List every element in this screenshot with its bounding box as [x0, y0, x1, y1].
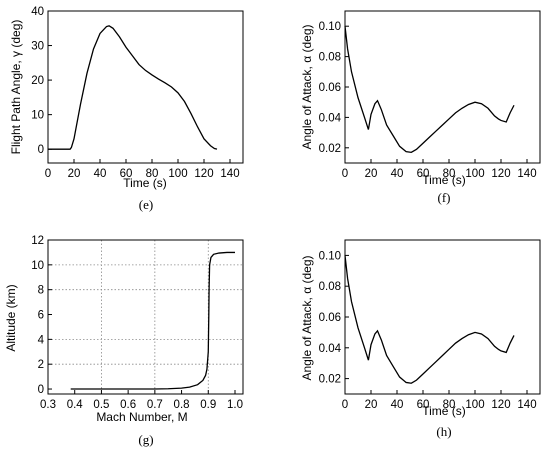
panel-g-y-axis-label: Altitude (km): [4, 284, 18, 351]
panel-h-y-tick-label: 0.02: [319, 374, 341, 386]
panel-g-frame: [47, 239, 244, 395]
panel-f-y-tick-label: 0.02: [319, 143, 341, 155]
panel-f-x-tick-label: 100: [465, 168, 484, 180]
panel-h-caption: (h): [436, 424, 451, 439]
panel-h-frame: [344, 239, 541, 395]
panel-f-y-tick-label: 0.06: [319, 82, 341, 94]
panel-g-y-tick-label: 0: [38, 384, 44, 396]
panel-e-frame: [47, 10, 244, 164]
panel-e-x-tick-label: 100: [168, 168, 187, 180]
panel-e-ticks: 0 20 40 60 80 100 120 140 0 10 20 30 40: [31, 6, 239, 180]
panel-g-x-tick-label: 0.3: [40, 399, 56, 411]
panel-g-x-tick-label: 0.9: [200, 399, 216, 411]
panel-g-x-tick-label: 1.0: [227, 399, 243, 411]
panel-h-y-tick-label: 0.06: [319, 312, 341, 324]
panel-g-y-tick-label: 6: [38, 310, 44, 322]
panel-g-x-tick-label: 0.4: [67, 399, 84, 411]
panel-g-y-tick-label: 12: [31, 235, 44, 247]
panel-h-x-tick-label: 100: [465, 399, 484, 411]
panel-e-caption: (e): [139, 197, 153, 212]
panel-f-frame: [344, 10, 541, 164]
panel-e-y-tick-label: 0: [38, 144, 44, 156]
panel-h-x-tick-label: 20: [365, 399, 378, 411]
panel-g-y-tick-label: 2: [38, 359, 44, 371]
panel-f: 0 20 40 60 80 100 120 140 0.02 0.04 0.06 0.08 0.10 T…: [300, 10, 541, 205]
panel-e-y-tick-label: 20: [31, 75, 44, 87]
panel-g: 0.3 0.4 0.5 0.6 0.7 0.8 0.9 1.0 0 2 4 6 8 10 12 Mach N…: [4, 235, 244, 447]
panel-g-series-line: [70, 251, 235, 390]
panel-h-y-tick-label: 0.04: [319, 343, 342, 355]
panel-e-y-tick-label: 10: [31, 110, 44, 122]
panel-h-x-tick-label: 120: [491, 399, 510, 411]
panel-e-y-axis-label: Flight Path Angle, γ (deg): [9, 20, 23, 155]
panel-h-x-tick-label: 60: [417, 399, 430, 411]
panel-h-x-tick-label: 140: [517, 399, 536, 411]
panel-h: 0 20 40 60 80 100 120 140 0.02 0.04 0.06 0.08 0.10 T…: [300, 239, 541, 439]
panel-g-y-tick-label: 10: [31, 260, 44, 272]
panel-g-caption: (g): [138, 432, 153, 447]
panel-h-y-axis-label: Angle of Attack, α (deg): [300, 255, 314, 380]
panel-h-x-tick-label: 0: [342, 399, 348, 411]
panel-g-gridlines: [48, 240, 243, 394]
panel-g-y-tick-label: 8: [38, 285, 44, 297]
panel-f-x-tick-label: 80: [443, 168, 456, 180]
panel-e-x-tick-label: 140: [220, 168, 239, 180]
panel-f-y-tick-label: 0.08: [319, 52, 341, 64]
panel-h-x-axis-label: Time (s): [422, 404, 466, 418]
panel-e-x-tick-label: 20: [68, 168, 81, 180]
panel-g-x-tick-label: 0.7: [147, 399, 163, 411]
panel-f-y-tick-label: 0.04: [319, 112, 342, 124]
panel-h-series-line: [344, 255, 515, 384]
panel-h-x-tick-label: 40: [391, 399, 404, 411]
panel-h-ticks: 0 20 40 60 80 100 120 140 0.02 0.04 0.06 0.08 0.10: [319, 250, 537, 411]
panel-g-y-tick-label: 4: [38, 334, 45, 346]
panel-f-x-tick-label: 120: [491, 168, 510, 180]
panel-e-x-tick-label: 0: [45, 168, 51, 180]
panel-f-x-tick-label: 0: [342, 168, 348, 180]
panel-e-x-tick-label: 40: [94, 168, 107, 180]
panel-f-x-tick-label: 60: [417, 168, 430, 180]
panel-f-x-axis-label: Time (s): [422, 173, 466, 187]
panel-e-series-line: [48, 25, 218, 150]
panel-h-x-tick-label: 80: [443, 399, 456, 411]
panel-f-ticks: 0 20 40 60 80 100 120 140 0.02 0.04 0.06 0.08 0.10: [319, 21, 537, 180]
panel-e-x-tick-label: 80: [146, 168, 159, 180]
panel-e-y-tick-label: 30: [31, 41, 44, 53]
panel-e-x-tick-label: 60: [120, 168, 133, 180]
panel-g-ticks: 0.3 0.4 0.5 0.6 0.7 0.8 0.9 1.0 0 2 4 6 8 10 12: [31, 235, 243, 411]
panel-f-caption: (f): [438, 190, 451, 205]
panel-e-y-tick-label: 40: [31, 6, 44, 18]
panel-h-y-tick-label: 0.08: [319, 281, 341, 293]
panel-e-x-axis-label: Time (s): [123, 176, 167, 190]
panel-g-x-tick-label: 0.8: [174, 399, 190, 411]
panel-f-series-line: [344, 26, 515, 154]
panel-g-x-axis-label: Mach Number, M: [96, 410, 187, 424]
panel-f-y-tick-label: 0.10: [319, 21, 341, 33]
panel-g-x-tick-label: 0.5: [93, 399, 109, 411]
panel-f-x-tick-label: 40: [391, 168, 404, 180]
panel-g-x-tick-label: 0.6: [120, 399, 136, 411]
panel-f-y-axis-label: Angle of Attack, α (deg): [300, 24, 314, 149]
panel-f-x-tick-label: 20: [365, 168, 378, 180]
panel-e-x-tick-label: 120: [194, 168, 213, 180]
panel-e: 0 20 40 60 80 100 120 140 0 10 20 30 40 Time (s) Fli…: [9, 6, 244, 212]
panel-h-y-tick-label: 0.10: [319, 250, 341, 262]
panel-f-x-tick-label: 140: [517, 168, 536, 180]
